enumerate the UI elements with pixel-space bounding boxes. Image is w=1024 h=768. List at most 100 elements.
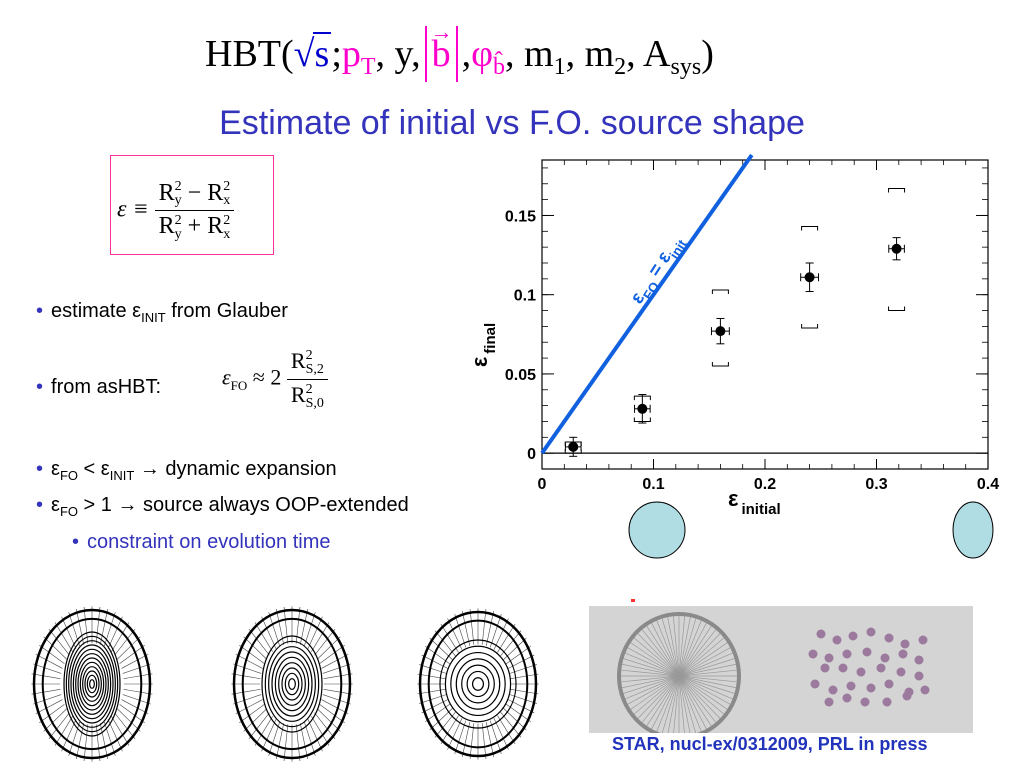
flow-ray [678,675,708,731]
flow-ray [650,675,680,731]
flow-vector [508,693,537,704]
contour-ring [72,648,112,720]
flow-vector [469,609,475,645]
particle-dot [902,691,912,701]
flow-vector [54,622,73,652]
flow-ray [678,621,708,677]
bullet-dynamic-expansion: • εFO < εINIT → dynamic expansion [36,458,337,483]
flow-vector [103,721,116,756]
flow-vector [99,723,109,760]
fo-fraction: R 2 S,2 R 2 S,0 [286,347,328,411]
fo-num-sup: 2 [305,347,313,363]
source-illustration-svg [617,612,930,740]
flow-vector [417,673,447,680]
flow-ray [678,627,718,677]
flow-vector [68,612,81,647]
flow-ray [672,614,680,677]
contour-ring [70,644,114,724]
particle-dot [898,649,908,659]
hbt-a: , A [626,33,671,75]
flow-ray [678,669,739,677]
den-sub-y: y [174,226,182,242]
particle-dot [810,679,820,689]
flow-ray [678,675,737,695]
particle-dot [842,693,852,703]
flow-ray [620,675,680,689]
sqrt-s: s [312,32,332,75]
hbt-m1: , m [505,33,554,75]
systematic-bracket [711,362,729,367]
flow-vector [322,663,351,674]
flow-vector [323,689,353,695]
flow-vector [505,645,531,665]
bullet-dot: • [36,376,44,398]
contour-plot-1 [31,606,153,762]
outer-contour [32,608,152,760]
reference-line-label: εFO = εinit [627,236,690,307]
chart-layer: 0 0.1 0.2 0.3 0.4 0 0.05 0.1 0.15 [505,153,999,493]
data-point [891,243,902,254]
flow-vector [122,663,151,674]
flow-vector [493,718,509,750]
fo-num-sub: S,2 [305,361,324,377]
flow-vector [121,699,149,714]
x-tick-label: 0 [538,476,547,493]
hbt-open: HBT( [205,33,294,75]
slide-title: Estimate of initial vs F.O. source shape [219,104,805,142]
particle-dot [832,635,842,645]
flow-ray [628,675,680,711]
contour-ring [65,635,119,733]
b4-eps-sub: FO [59,504,78,519]
flow-vector [248,712,270,740]
flow-vector [454,720,467,754]
contour-ring [284,672,300,696]
flow-vector [447,618,463,650]
flow-ray [623,675,680,701]
flow-ray [678,675,718,725]
hbt-formula: HBT(√s;pT, y,b,φb̂, m1, m2, Asys) [205,4,845,86]
contour-ring [471,677,485,691]
hbt-close: ) [701,33,714,75]
flow-vector [485,722,495,758]
flow-ray [678,675,733,706]
flow-vector [507,698,535,714]
flow-vector [33,694,62,705]
contour-ring [77,657,107,711]
bullet-dot: • [36,494,44,516]
particle-dot [838,663,848,673]
hbt-b-vector: b [424,4,458,82]
fo-lhs-sub: FO [230,377,248,393]
citation: STAR, nucl-ex/0312009, PRL in press [612,734,928,754]
flow-vector [31,673,61,679]
particle-dot [860,697,870,707]
flow-vector [311,716,330,746]
flow-vector [419,664,448,675]
particle-dot [862,647,872,657]
flow-vector [319,644,345,664]
hbt-phi: φ [471,33,494,75]
sqrt-sign: √ [293,33,315,75]
fo-den-r: R [290,381,306,407]
systematic-bracket [888,188,906,193]
flow-vector [61,719,77,752]
reference-line [540,153,754,455]
flow-vector [75,723,85,760]
flow-vector [319,704,345,724]
flow-vector [311,622,330,652]
particle-dot [914,671,924,681]
particle-dot [900,639,910,649]
x-tick-label: 0.1 [642,476,664,493]
flow-vector [35,654,63,669]
b4-post: > 1 → source always OOP-extended [78,494,409,516]
flow-vector [43,636,67,660]
particle-dot [896,667,906,677]
flow-vector [233,694,262,705]
fo-num-r: R [290,348,306,373]
hbt-semicolon: ; [331,33,342,75]
systematic-bracket [801,323,819,329]
b4-eps: ε [51,494,60,516]
flow-ray [678,675,739,683]
